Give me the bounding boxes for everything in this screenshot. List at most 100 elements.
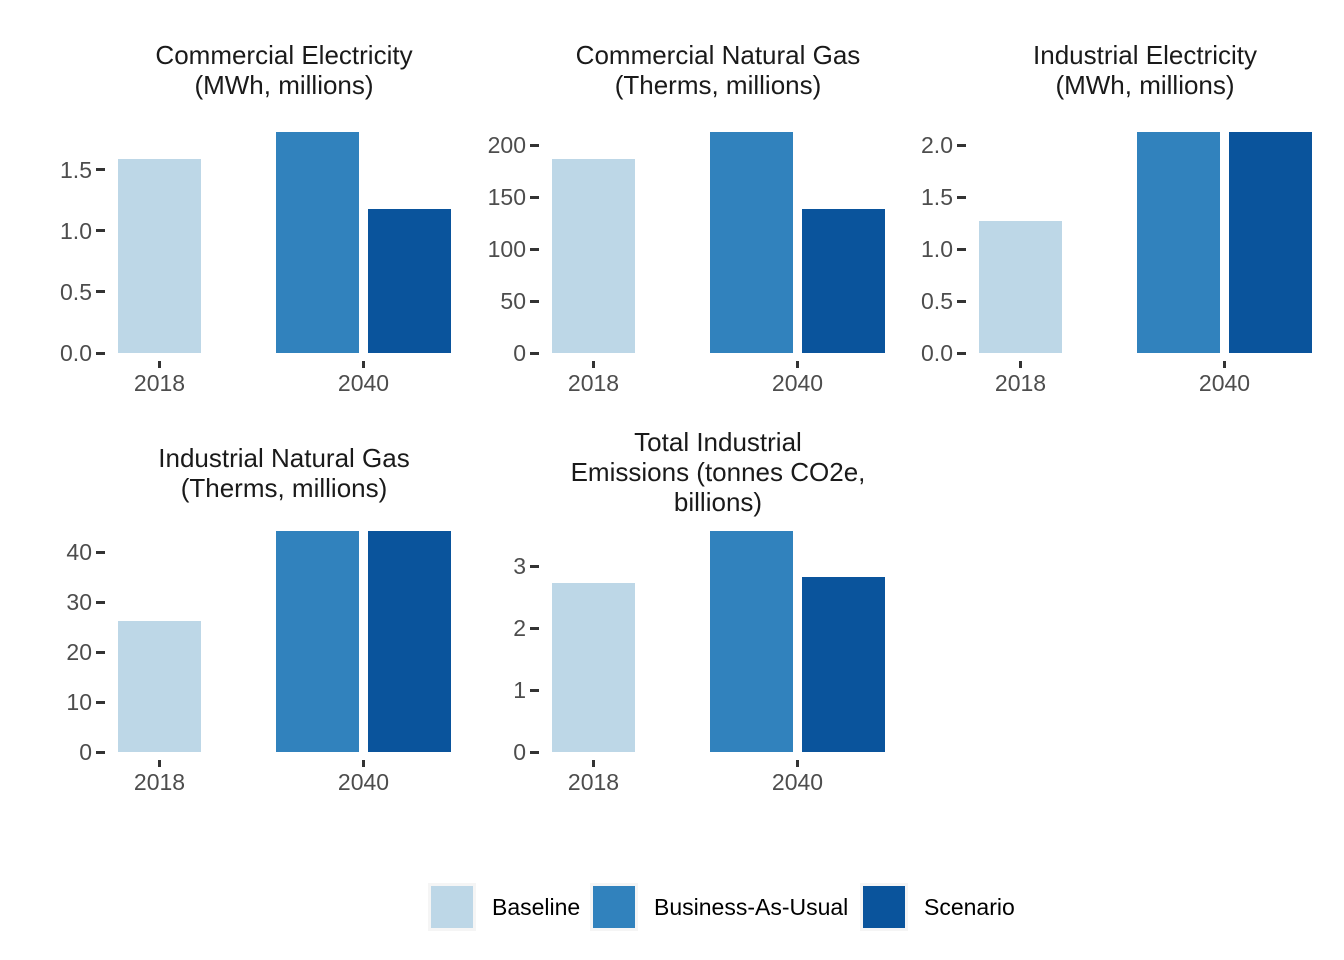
panel-title: Total Industrial Emissions (tonnes CO2e,… <box>570 427 866 517</box>
y-axis-tick-label: 150 <box>487 184 526 211</box>
baseline-swatch-icon <box>431 886 473 928</box>
bar-baseline-2018 <box>118 158 201 353</box>
bar-business-as-usual-2040 <box>710 531 794 752</box>
legend-label-business-as-usual: Business-As-Usual <box>654 894 849 920</box>
y-axis-tick-mark <box>957 299 966 303</box>
y-axis-tick-label: 1.0 <box>60 217 92 244</box>
x-axis-tick-label: 2040 <box>337 370 390 396</box>
y-axis-tick-mark <box>530 247 539 251</box>
y-axis-tick-mark <box>957 195 966 199</box>
y-axis-tick-mark <box>96 168 105 172</box>
y-axis-tick-mark <box>96 600 105 604</box>
panel-title: Industrial Electricity (MWh, millions) <box>1033 40 1257 100</box>
y-axis-tick-label: 30 <box>66 589 92 616</box>
legend-key-scenario <box>860 883 908 931</box>
x-axis-tick-label: 2040 <box>337 769 390 795</box>
y-axis-tick-label: 2.0 <box>921 132 953 159</box>
x-axis-tick-mark <box>1019 361 1022 368</box>
x-axis-tick-label: 2018 <box>567 769 620 795</box>
y-axis-tick-mark <box>530 688 539 692</box>
y-axis-tick-label: 100 <box>487 236 526 263</box>
x-axis-tick-mark <box>362 760 365 767</box>
y-axis-tick-mark <box>96 290 105 294</box>
x-axis-tick-label: 2018 <box>133 370 186 396</box>
legend-key-business-as-usual <box>590 883 638 931</box>
bar-baseline-2018 <box>552 158 635 353</box>
y-axis-tick-mark <box>530 626 539 630</box>
legend: Baseline Business-As-Usual Scenario <box>0 883 1344 931</box>
y-axis-tick-label: 10 <box>66 689 92 716</box>
bar-business-as-usual-2040 <box>276 531 360 752</box>
y-axis-tick-label: 0.5 <box>60 278 92 305</box>
business-as-usual-swatch-icon <box>593 886 635 928</box>
y-axis-tick-label: 20 <box>66 639 92 666</box>
legend-label-scenario: Scenario <box>924 894 1015 920</box>
bar-scenario-2040 <box>367 208 451 353</box>
y-axis-tick-label: 3 <box>513 553 526 580</box>
bar-scenario-2040 <box>367 531 451 752</box>
y-axis-tick-label: 2 <box>513 615 526 642</box>
y-axis-tick-label: 0 <box>513 340 526 366</box>
y-axis-tick-label: 0.5 <box>921 288 953 315</box>
y-axis-tick-label: 1 <box>513 677 526 704</box>
y-axis-tick-mark <box>96 229 105 233</box>
y-axis-tick-label: 1.0 <box>921 236 953 263</box>
y-axis-tick-label: 0 <box>79 739 92 765</box>
y-axis-tick-mark <box>957 351 966 355</box>
x-axis-tick-mark <box>592 361 595 368</box>
y-axis-tick-mark <box>530 195 539 199</box>
scenario-swatch-icon <box>863 886 905 928</box>
y-axis-tick-mark <box>96 750 105 754</box>
x-axis-tick-mark <box>158 760 161 767</box>
y-axis-tick-label: 0 <box>513 739 526 765</box>
panel-title: Industrial Natural Gas (Therms, millions… <box>158 443 410 503</box>
y-axis-tick-mark <box>530 143 539 147</box>
y-axis-tick-label: 200 <box>487 132 526 159</box>
legend-label-baseline: Baseline <box>492 894 581 920</box>
y-axis-tick-mark <box>530 750 539 754</box>
panel-title: Commercial Natural Gas (Therms, millions… <box>575 40 861 100</box>
y-axis-tick-mark <box>96 700 105 704</box>
y-axis-tick-label: 0.0 <box>60 340 92 366</box>
y-axis-tick-label: 50 <box>500 288 526 315</box>
bar-business-as-usual-2040 <box>276 132 360 353</box>
y-axis-tick-mark <box>530 299 539 303</box>
bar-scenario-2040 <box>801 208 885 353</box>
x-axis-tick-label: 2040 <box>771 769 824 795</box>
panel-title: Commercial Electricity (MWh, millions) <box>155 40 413 100</box>
y-axis-tick-label: 1.5 <box>60 156 92 183</box>
x-axis-tick-mark <box>796 760 799 767</box>
x-axis-tick-label: 2018 <box>567 370 620 396</box>
y-axis-tick-mark <box>96 650 105 654</box>
y-axis-tick-mark <box>530 351 539 355</box>
y-axis-tick-mark <box>96 550 105 554</box>
y-axis-tick-mark <box>530 564 539 568</box>
bar-business-as-usual-2040 <box>710 132 794 353</box>
bar-scenario-2040 <box>801 576 885 752</box>
y-axis-tick-mark <box>957 143 966 147</box>
x-axis-tick-mark <box>1223 361 1226 368</box>
y-axis-tick-label: 40 <box>66 539 92 566</box>
x-axis-tick-mark <box>796 361 799 368</box>
bar-baseline-2018 <box>979 221 1062 353</box>
x-axis-tick-label: 2018 <box>133 769 186 795</box>
y-axis-tick-label: 0.0 <box>921 340 953 366</box>
x-axis-tick-label: 2040 <box>771 370 824 396</box>
x-axis-tick-label: 2040 <box>1198 370 1251 396</box>
legend-key-baseline <box>428 883 476 931</box>
y-axis-tick-mark <box>957 247 966 251</box>
x-axis-tick-mark <box>592 760 595 767</box>
bar-scenario-2040 <box>1228 132 1312 353</box>
y-axis-tick-mark <box>96 351 105 355</box>
x-axis-tick-label: 2018 <box>994 370 1047 396</box>
x-axis-tick-mark <box>158 361 161 368</box>
bar-baseline-2018 <box>552 583 635 752</box>
y-axis-tick-label: 1.5 <box>921 184 953 211</box>
bar-business-as-usual-2040 <box>1137 132 1221 353</box>
